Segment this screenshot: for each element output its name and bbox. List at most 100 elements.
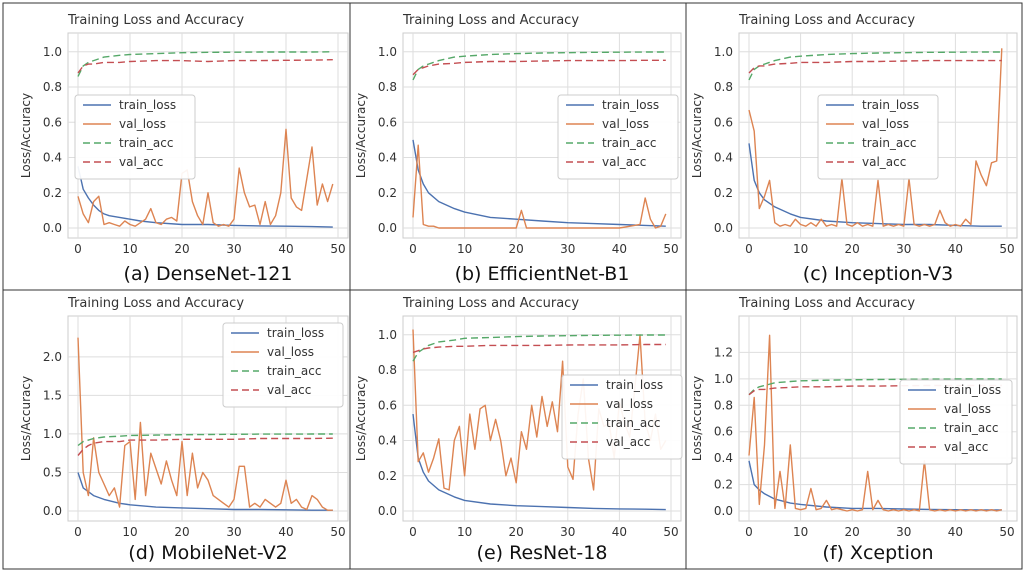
- legend-label-train-loss: train_loss: [267, 326, 324, 340]
- x-tick-label: 10: [793, 242, 808, 256]
- x-tick-label: 10: [122, 525, 137, 539]
- legend-label-val-loss: val_loss: [862, 117, 909, 131]
- legend-label-train-acc: train_acc: [602, 136, 656, 150]
- x-tick-label: 0: [74, 525, 82, 539]
- y-tick-label: 0.4: [378, 151, 397, 165]
- y-tick-label: 0.6: [378, 115, 397, 129]
- y-tick-label: 1.0: [714, 372, 733, 386]
- y-tick-label: 0.0: [378, 221, 397, 235]
- series-train-loss: [412, 139, 666, 227]
- x-tick-label: 20: [509, 525, 524, 539]
- x-tick-label: 0: [409, 242, 417, 256]
- legend-label-train-acc: train_acc: [606, 416, 660, 430]
- y-tick-label: 0.0: [378, 504, 397, 518]
- series-val-acc: [77, 437, 333, 456]
- legend-label-val-loss: val_loss: [602, 117, 649, 131]
- y-tick-label: 0.2: [714, 478, 733, 492]
- legend-label-train-loss: train_loss: [606, 378, 663, 392]
- subfigure-caption: (b) EfficientNet-B1: [455, 263, 630, 285]
- x-tick-label: 10: [793, 525, 808, 539]
- x-tick-label: 10: [457, 242, 472, 256]
- y-axis-label: Loss/Accuracy: [354, 93, 368, 178]
- x-tick-label: 0: [745, 525, 753, 539]
- legend-label-val-acc: val_acc: [944, 440, 988, 454]
- x-tick-label: 0: [74, 242, 82, 256]
- series-train-acc: [748, 378, 1002, 396]
- x-tick-label: 30: [560, 242, 575, 256]
- y-tick-label: 0.6: [714, 425, 733, 439]
- chart-title: Training Loss and Accuracy: [402, 296, 579, 311]
- x-tick-label: 40: [948, 242, 963, 256]
- series-train-loss: [748, 143, 1002, 227]
- legend-label-train-loss: train_loss: [944, 383, 1001, 397]
- x-tick-label: 20: [174, 242, 189, 256]
- x-tick-label: 50: [999, 525, 1014, 539]
- y-axis-label: Loss/Accuracy: [690, 93, 704, 178]
- y-tick-label: 0.4: [43, 151, 62, 165]
- y-tick-label: 0.2: [378, 186, 397, 200]
- legend-label-val-acc: val_acc: [862, 155, 906, 169]
- y-tick-label: 2.0: [43, 350, 62, 364]
- x-tick-label: 50: [330, 242, 345, 256]
- y-tick-label: 0.8: [43, 80, 62, 94]
- x-tick-label: 0: [745, 242, 753, 256]
- legend-box: [899, 379, 1013, 465]
- legend-box: [222, 322, 344, 408]
- x-tick-label: 40: [612, 525, 627, 539]
- subfigure-caption: (e) ResNet-18: [477, 542, 608, 564]
- x-tick-label: 30: [896, 242, 911, 256]
- y-tick-label: 1.2: [714, 345, 733, 359]
- y-tick-label: 0.0: [43, 504, 62, 518]
- series-train-loss: [412, 414, 666, 511]
- chart-title: Training Loss and Accuracy: [67, 13, 244, 28]
- y-tick-label: 0.0: [714, 221, 733, 235]
- series-val-loss: [748, 334, 1002, 512]
- y-tick-label: 0.6: [43, 115, 62, 129]
- legend-label-val-acc: val_acc: [602, 155, 646, 169]
- x-tick-label: 20: [174, 525, 189, 539]
- x-tick-label: 0: [409, 525, 417, 539]
- y-tick-label: 0.0: [43, 221, 62, 235]
- x-tick-label: 40: [948, 525, 963, 539]
- y-tick-label: 0.4: [714, 451, 733, 465]
- series-val-loss: [412, 144, 667, 229]
- legend-label-val-loss: val_loss: [944, 402, 991, 416]
- x-tick-label: 20: [509, 242, 524, 256]
- subfigure-caption: (a) DenseNet-121: [124, 263, 293, 285]
- y-tick-label: 0.6: [714, 115, 733, 129]
- series-val-loss: [77, 128, 334, 227]
- legend-box: [561, 374, 683, 460]
- legend-label-val-acc: val_acc: [267, 383, 311, 397]
- legend-label-train-loss: train_loss: [602, 98, 659, 112]
- chart-title: Training Loss and Accuracy: [402, 13, 579, 28]
- x-tick-label: 30: [226, 242, 241, 256]
- subfigure-caption: (c) Inception-V3: [803, 263, 953, 285]
- series-val-loss: [748, 48, 1003, 227]
- x-tick-label: 20: [845, 242, 860, 256]
- y-tick-label: 1.0: [378, 45, 397, 59]
- y-tick-label: 0.2: [378, 469, 397, 483]
- legend-label-val-loss: val_loss: [606, 397, 653, 411]
- legend-label-val-acc: val_acc: [606, 435, 650, 449]
- series-train-acc: [77, 433, 333, 447]
- legend-label-train-acc: train_acc: [862, 136, 916, 150]
- legend-label-train-acc: train_acc: [944, 421, 998, 435]
- x-tick-label: 50: [663, 525, 678, 539]
- y-tick-label: 0.4: [714, 151, 733, 165]
- subfigure-caption: (d) MobileNet-V2: [128, 542, 287, 564]
- x-tick-label: 40: [612, 242, 627, 256]
- chart-title: Training Loss and Accuracy: [738, 296, 915, 311]
- series-val-acc: [412, 59, 666, 76]
- series-val-acc: [412, 343, 666, 354]
- y-tick-label: 0.5: [43, 465, 62, 479]
- legend-box: [74, 94, 196, 180]
- y-axis-label: Loss/Accuracy: [19, 376, 33, 461]
- chart-title: Training Loss and Accuracy: [67, 296, 244, 311]
- y-tick-label: 0.2: [43, 186, 62, 200]
- y-tick-label: 0.8: [378, 363, 397, 377]
- series-val-acc: [748, 59, 1002, 74]
- legend-label-val-loss: val_loss: [267, 345, 314, 359]
- x-tick-label: 30: [560, 525, 575, 539]
- y-tick-label: 0.4: [378, 434, 397, 448]
